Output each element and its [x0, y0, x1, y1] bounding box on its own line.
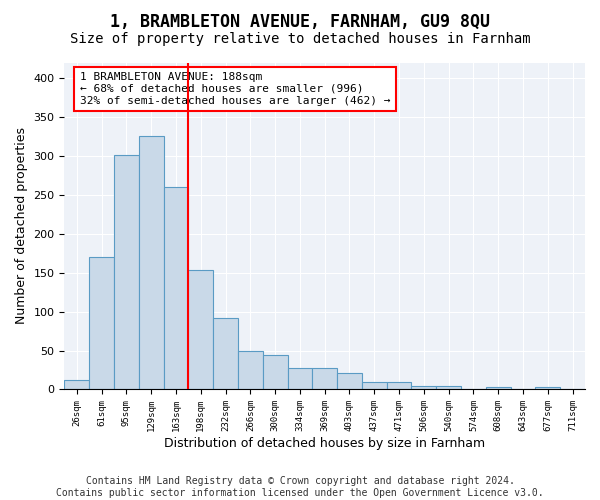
Text: Size of property relative to detached houses in Farnham: Size of property relative to detached ho… [70, 32, 530, 46]
Bar [337, 373, 362, 390]
Bar [114, 155, 139, 390]
Bar [89, 257, 114, 390]
Bar [362, 382, 386, 390]
Bar [64, 380, 89, 390]
Text: 1, BRAMBLETON AVENUE, FARNHAM, GU9 8QU: 1, BRAMBLETON AVENUE, FARNHAM, GU9 8QU [110, 12, 490, 30]
Bar [486, 387, 511, 390]
Bar [412, 386, 436, 390]
Text: Contains HM Land Registry data © Crown copyright and database right 2024.
Contai: Contains HM Land Registry data © Crown c… [56, 476, 544, 498]
Bar [213, 318, 238, 390]
Bar [386, 382, 412, 390]
Bar [139, 136, 164, 390]
Text: 1 BRAMBLETON AVENUE: 188sqm
← 68% of detached houses are smaller (996)
32% of se: 1 BRAMBLETON AVENUE: 188sqm ← 68% of det… [80, 72, 391, 106]
Bar [313, 368, 337, 390]
Bar [287, 368, 313, 390]
Bar [535, 387, 560, 390]
X-axis label: Distribution of detached houses by size in Farnham: Distribution of detached houses by size … [164, 437, 485, 450]
Bar [188, 270, 213, 390]
Bar [436, 386, 461, 390]
Bar [263, 355, 287, 390]
Bar [164, 187, 188, 390]
Y-axis label: Number of detached properties: Number of detached properties [15, 128, 28, 324]
Bar [238, 350, 263, 390]
